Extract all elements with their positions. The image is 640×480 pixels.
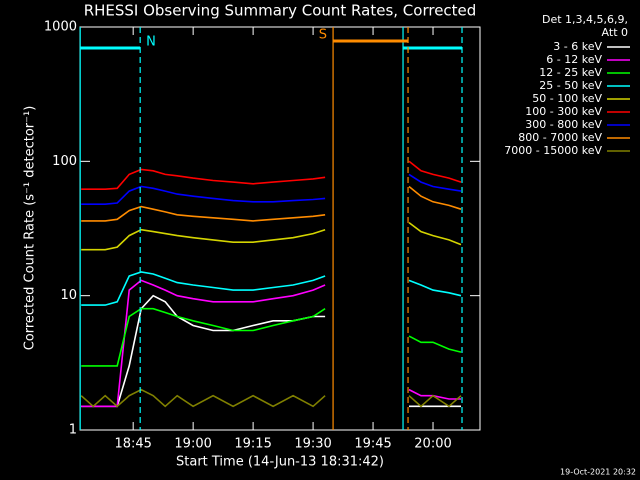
x-tick-label: 18:45 xyxy=(114,437,151,452)
y-axis-label: Corrected Count Rate (s⁻¹ detector⁻¹) xyxy=(23,106,38,351)
x-tick-label: 19:00 xyxy=(174,437,211,452)
legend-label: 800 - 7000 keV xyxy=(518,131,602,144)
x-tick-label: 20:00 xyxy=(414,437,451,452)
interval-label: S xyxy=(319,28,327,43)
x-axis-label: Start Time (14-Jun-13 18:31:42) xyxy=(176,455,384,470)
x-tick-label: 19:30 xyxy=(294,437,331,452)
x-tick-label: 19:45 xyxy=(354,437,391,452)
legend-header: Att 0 xyxy=(602,26,628,39)
y-tick-label: 1 xyxy=(69,423,77,438)
series-line xyxy=(81,279,461,408)
legend-label: 3 - 6 keV xyxy=(553,40,602,53)
interval-label: N xyxy=(146,35,156,50)
series-line xyxy=(81,173,462,205)
series-line xyxy=(81,271,462,306)
y-tick-label: 1000 xyxy=(44,20,77,35)
legend-header: Det 1,3,4,5,6,9, xyxy=(542,13,628,26)
legend-label: 25 - 50 keV xyxy=(539,79,602,92)
legend-label: 6 - 12 keV xyxy=(546,53,602,66)
y-tick-label: 10 xyxy=(60,288,77,303)
legend-label: 300 - 800 keV xyxy=(525,118,602,131)
y-tick-label: 100 xyxy=(52,154,77,169)
legend-label: 7000 - 15000 keV xyxy=(504,144,602,157)
legend-label: 50 - 100 keV xyxy=(532,92,602,105)
legend-label: 12 - 25 keV xyxy=(539,66,602,79)
chart-title: RHESSI Observing Summary Count Rates, Co… xyxy=(84,2,477,20)
x-tick-label: 19:15 xyxy=(234,437,271,452)
series-line xyxy=(81,221,462,251)
series-line xyxy=(81,160,462,190)
series-line xyxy=(81,307,462,367)
series-line xyxy=(81,294,461,408)
series-line xyxy=(81,185,462,222)
footer: 19-Oct-2021 20:32 xyxy=(560,468,636,477)
series-line xyxy=(80,388,462,408)
legend-label: 100 - 300 keV xyxy=(525,105,602,118)
